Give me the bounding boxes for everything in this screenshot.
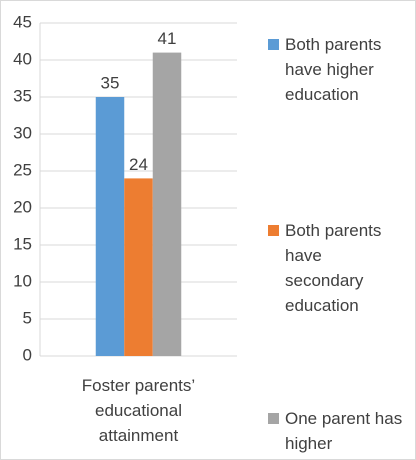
value-label: 35 xyxy=(101,73,120,92)
legend-label: Both parents have secondary education xyxy=(285,221,382,315)
y-tick-label: 45 xyxy=(13,12,32,31)
y-tick-label: 40 xyxy=(13,49,32,68)
y-tick-label: 30 xyxy=(13,123,32,142)
y-tick-label: 10 xyxy=(13,271,32,290)
bar xyxy=(124,178,153,356)
y-tick-label: 25 xyxy=(13,160,32,179)
value-label: 41 xyxy=(158,29,177,48)
x-tick-label: Foster parents’ educational attainment xyxy=(81,376,196,445)
legend-label: Both parents have higher education xyxy=(285,35,382,104)
y-tick-label: 15 xyxy=(13,234,32,253)
y-tick-label: 20 xyxy=(13,197,32,216)
legend-swatch xyxy=(268,39,279,50)
y-tick-label: 0 xyxy=(23,345,32,364)
y-tick-label: 35 xyxy=(13,86,32,105)
legend-swatch xyxy=(268,413,279,424)
legend-swatch xyxy=(268,225,279,236)
value-label: 24 xyxy=(129,155,148,174)
bar xyxy=(95,97,125,356)
bar xyxy=(152,52,182,356)
y-tick-label: 5 xyxy=(23,308,32,327)
legend-label: One parent has higher xyxy=(285,409,403,453)
